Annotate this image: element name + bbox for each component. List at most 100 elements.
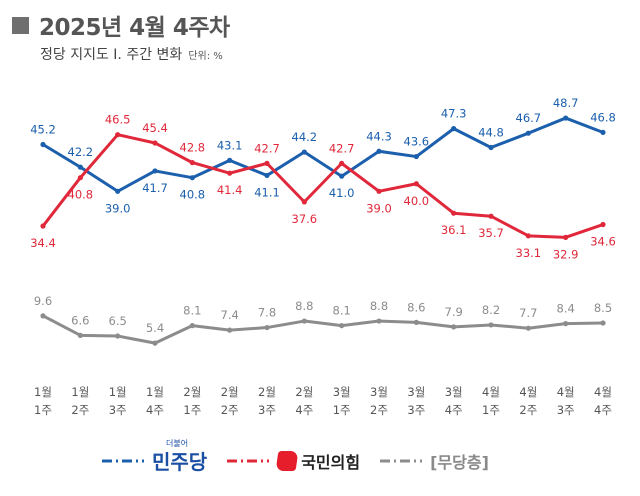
x-tick-month: 2월 [258,385,276,399]
data-label-ppp: 42.7 [329,141,355,155]
x-tick-week: 3주 [407,403,425,417]
x-tick-week: 1주 [333,403,351,417]
data-label-ppp: 36.1 [441,223,467,237]
title-square-icon [12,16,29,34]
x-tick-month: 3월 [407,385,425,399]
legend: 더불어 민주당 국민의힘 [무당층] [100,439,489,475]
unit-label: 단위: % [188,51,223,62]
data-label-democratic: 44.2 [292,130,318,144]
data-label-independent: 8.1 [183,304,201,318]
legend-label-ppp: 국민의힘 [301,452,361,472]
point-democratic [152,168,158,174]
x-tick-month: 2월 [183,385,201,399]
point-ppp [525,233,531,239]
data-label-democratic: 48.7 [553,96,579,110]
x-tick-week: 4주 [295,403,313,417]
legend-line-democratic [102,459,144,462]
point-ppp [563,234,569,240]
point-ppp [264,160,270,166]
point-independent [152,340,158,346]
data-label-democratic: 43.1 [217,138,243,152]
x-tick-week: 1주 [34,403,52,417]
x-tick-week: 1주 [183,403,201,417]
data-label-ppp: 34.4 [30,236,56,250]
point-independent [115,333,121,339]
data-label-independent: 8.1 [333,304,351,318]
data-label-democratic: 44.3 [366,129,392,143]
point-ppp [413,181,419,187]
data-label-independent: 9.6 [34,294,52,308]
data-label-democratic: 39.0 [105,201,131,215]
title-row: 2025년 4월 4주차 [12,8,230,42]
data-label-independent: 5.4 [146,321,164,335]
x-tick-month: 3월 [445,385,463,399]
legend-label-independent: [무당층] [430,452,489,472]
data-label-independent: 8.8 [370,299,388,313]
point-ppp [189,160,195,166]
x-tick-month: 3월 [333,385,351,399]
data-label-ppp: 41.4 [217,183,243,197]
data-label-ppp: 35.7 [478,226,504,240]
point-ppp [600,221,606,228]
data-label-democratic: 44.8 [478,126,504,140]
point-democratic [525,130,531,136]
legend-item-independent: [무당층] [378,449,489,473]
data-label-ppp: 40.0 [404,194,430,208]
data-label-independent: 8.4 [557,302,575,316]
legend-label-democratic: 민주당 [152,450,208,474]
point-independent [227,327,233,333]
point-ppp [376,188,382,194]
point-democratic [189,175,195,181]
point-independent [376,318,382,324]
data-label-ppp: 37.6 [292,212,318,226]
data-label-independent: 7.7 [519,306,537,320]
point-democratic [227,157,233,163]
point-democratic [451,126,457,132]
series-line-democratic [41,116,605,193]
point-democratic [115,188,121,194]
x-tick-week: 3주 [258,403,276,417]
point-ppp [152,140,158,146]
x-tick-month: 1월 [34,385,52,399]
point-ppp [301,199,307,205]
data-label-democratic: 46.8 [590,110,616,124]
point-ppp [451,210,457,216]
data-label-ppp: 39.0 [366,201,392,215]
x-tick-month: 4월 [557,385,575,399]
point-independent [451,324,457,330]
line-chart: 45.2 42.2 39.0 41.7 40.8 43.1 41.1 44.2 41.0 44.3… [30,96,616,417]
data-label-democratic: 41.0 [329,186,355,200]
data-label-democratic: 45.2 [30,122,56,136]
data-label-independent: 7.8 [258,306,276,320]
data-label-ppp: 34.6 [590,235,616,249]
data-label-independent: 8.6 [407,300,425,314]
point-democratic [301,149,307,155]
point-independent [600,320,606,326]
data-label-democratic: 41.1 [254,185,280,199]
point-democratic [600,129,606,136]
x-tick-month: 1월 [146,385,164,399]
point-independent [301,318,307,324]
data-label-democratic: 42.2 [68,145,94,159]
point-democratic [77,164,83,170]
data-label-ppp: 33.1 [516,246,542,260]
x-tick-week: 2주 [370,403,388,417]
x-tick-week: 4주 [146,403,164,417]
chart-title: 2025년 4월 4주차 [39,15,230,41]
chart-subtitle: 정당 지지도 Ⅰ. 주간 변화 단위: % [40,44,223,64]
x-tick-week: 2주 [71,403,89,417]
x-tick-week: 2주 [221,403,239,417]
x-tick-month: 2월 [295,385,313,399]
point-independent [264,324,270,331]
x-tick-week: 3주 [109,403,127,417]
subtitle-text: 정당 지지도 Ⅰ. 주간 변화 [40,47,183,63]
data-label-ppp: 46.5 [105,113,131,127]
x-tick-month: 1월 [71,385,89,399]
x-tick-week: 4주 [594,403,612,417]
data-label-democratic: 40.8 [180,188,206,202]
point-independent [413,319,419,325]
point-ppp [77,175,83,181]
ppp-logo: 국민의힘 [275,449,361,473]
legend-line-independent [380,459,423,462]
point-democratic [563,115,569,121]
